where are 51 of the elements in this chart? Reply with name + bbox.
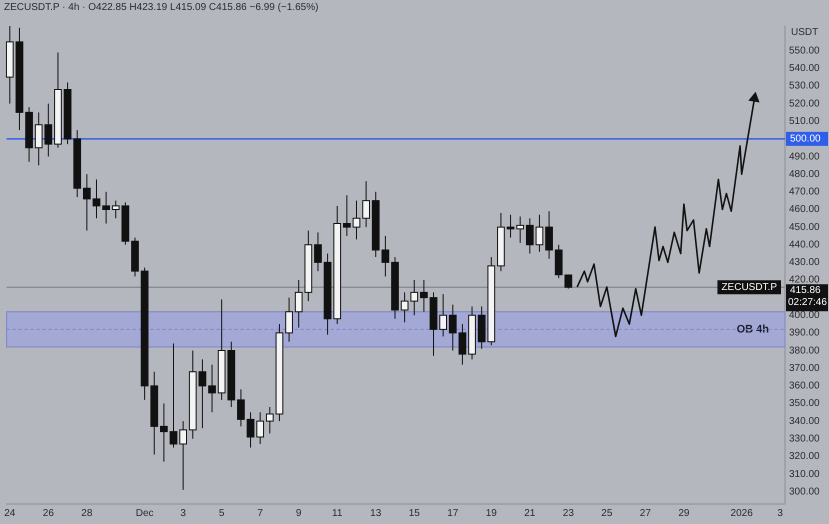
x-tick-label: 7: [257, 508, 264, 519]
y-tick-label: 530.00: [789, 80, 820, 92]
y-tick-label: 420.00: [789, 274, 820, 286]
y-tick-label: 310.00: [789, 468, 820, 480]
y-tick-label: 480.00: [789, 168, 820, 180]
x-tick-label: 26: [42, 508, 54, 519]
y-tick-label: 370.00: [789, 362, 820, 374]
y-tick-label: 510.00: [789, 116, 820, 127]
x-tick-label: 5: [218, 508, 225, 519]
y-tick-label: 390.00: [789, 328, 820, 339]
chart-title: ZECUSDT.P · 4h · O422.85 H423.19 L415.09 C415.86 −6.99 (−1.65%): [4, 2, 318, 13]
y-tick-label: 380.00: [789, 345, 820, 356]
x-tick-label: 3: [777, 508, 784, 519]
x-tick-label: 13: [370, 508, 382, 519]
y-axis-title: USDT: [791, 26, 818, 38]
x-tick-label: 11: [332, 508, 343, 519]
y-tick-label: 320.00: [789, 451, 820, 462]
y-tick-label: 490.00: [789, 151, 820, 162]
x-tick-label: 25: [601, 508, 613, 519]
y-tick-label: 430.00: [789, 257, 820, 268]
x-tick-label: Dec: [136, 508, 154, 519]
y-tick-label: 520.00: [789, 98, 820, 110]
y-tick-label: 460.00: [789, 204, 820, 216]
ref-line-label: 500.00: [790, 134, 822, 145]
y-tick-label: 470.00: [789, 186, 820, 198]
y-tick-label: 300.00: [789, 486, 820, 498]
x-tick-label: 27: [640, 508, 652, 519]
y-tick-label: 540.00: [789, 63, 820, 74]
x-tick-label: 17: [447, 508, 459, 519]
y-tick-label: 550.00: [789, 45, 820, 56]
x-tick-label: 28: [81, 508, 93, 519]
x-tick-label: 23: [562, 508, 574, 519]
x-tick-label: 19: [486, 508, 498, 519]
x-tick-label: 2026: [730, 508, 754, 519]
y-tick-label: 440.00: [789, 239, 820, 250]
y-tick-label: 450.00: [789, 222, 820, 233]
band-label: OB 4h: [736, 323, 770, 336]
x-tick-label: 3: [180, 508, 186, 519]
ref-line-label: 415.86: [790, 285, 822, 296]
text: 02:27:46: [788, 297, 828, 308]
x-tick-label: 29: [678, 508, 690, 519]
y-tick-label: 360.00: [789, 380, 820, 392]
y-tick-label: 400.00: [789, 310, 820, 322]
annotation: ZECUSDT.P: [721, 282, 778, 294]
y-tick-label: 330.00: [789, 433, 820, 444]
x-tick-label: 9: [296, 508, 302, 519]
x-tick-label: 21: [524, 508, 536, 519]
y-tick-label: 350.00: [789, 398, 820, 410]
x-tick-label: 24: [4, 508, 16, 519]
y-tick-label: 340.00: [789, 416, 820, 427]
x-tick-label: 15: [408, 508, 420, 519]
